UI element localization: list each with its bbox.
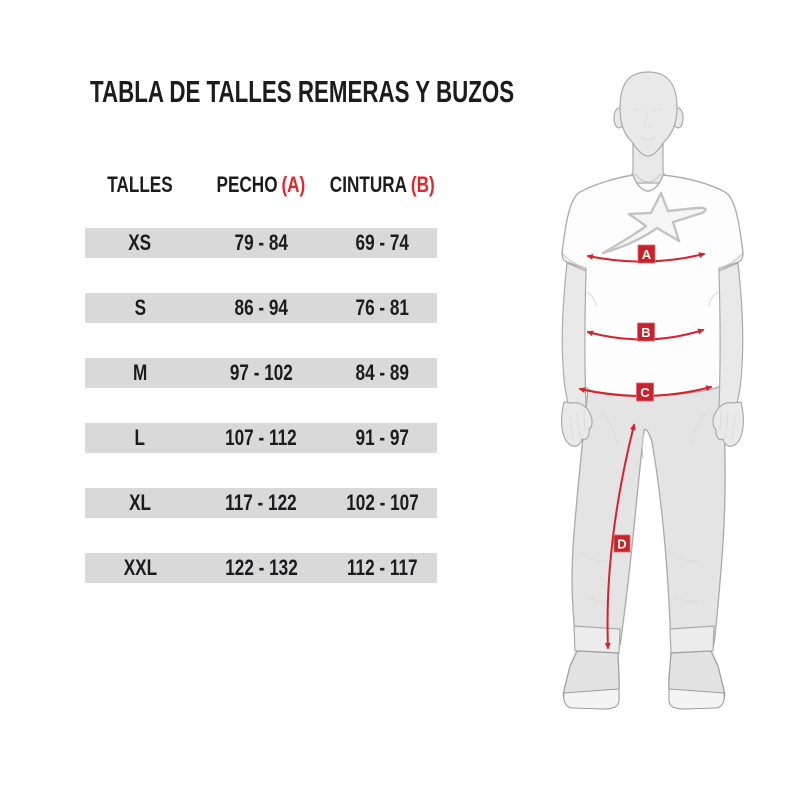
header-pecho-ref: (A) (281, 172, 306, 197)
table-row-xs: XS 79 - 84 69 - 74 (85, 228, 437, 258)
jeans-shape (571, 369, 726, 647)
figure-jeans (571, 369, 726, 647)
cell-pecho: 107 - 112 (225, 425, 297, 450)
left-fingers (569, 411, 586, 440)
cell-size: XS (128, 230, 152, 255)
table-row-l: L 107 - 112 91 - 97 (85, 423, 437, 453)
header-cintura-ref: (B) (410, 172, 435, 197)
measure-label-c-box (636, 382, 654, 402)
size-table: TALLES PECHO (A) CINTURA (B) XS 79 - 84 69… (85, 170, 437, 583)
left-sole (563, 688, 620, 710)
right-forearm (718, 262, 744, 413)
cell-cintura: 76 - 81 (355, 295, 409, 320)
brow-lines (633, 108, 663, 111)
measurement-overlay: A B C D (578, 244, 713, 650)
right-cuff (669, 625, 715, 654)
figure-tshirt (561, 173, 744, 397)
cell-size: S (134, 295, 146, 320)
cell-size: XL (129, 490, 151, 515)
nose-line (644, 111, 652, 127)
table-row-s: S 86 - 94 76 - 81 (85, 293, 437, 323)
sleeve-hems (562, 253, 743, 269)
cell-pecho: 86 - 94 (234, 295, 288, 320)
left-forearm (561, 262, 587, 413)
fly-seam (641, 433, 645, 459)
cell-cintura: 112 - 117 (346, 555, 418, 580)
right-sole (668, 688, 725, 710)
cell-pecho: 79 - 84 (234, 230, 288, 255)
figure-arms (561, 262, 744, 447)
table-row-xxl: XXL 122 - 132 112 - 117 (85, 553, 437, 583)
cell-size: XXL (123, 555, 157, 580)
head (619, 71, 678, 157)
page-title: TABLA DE TALLES REMERAS Y BUZOS (90, 74, 679, 110)
left-cuff (573, 625, 621, 654)
right-fingers (719, 411, 736, 440)
table-row-m: M 97 - 102 84 - 89 (85, 358, 437, 388)
table-header-row: TALLES PECHO (A) CINTURA (B) (85, 170, 437, 200)
cell-cintura: 102 - 107 (345, 490, 419, 515)
figure-boots (562, 650, 726, 710)
measure-label-d-box (613, 534, 631, 553)
measure-label-b: B (641, 325, 650, 340)
cell-pecho: 117 - 122 (225, 490, 297, 515)
cell-cintura: 69 - 74 (355, 230, 409, 255)
figure-head (613, 71, 684, 184)
alpinestars-logo-icon (601, 191, 707, 255)
table-row-xl: XL 117 - 122 102 - 107 (85, 488, 437, 518)
mouth-line (640, 137, 656, 141)
cell-cintura: 91 - 97 (355, 425, 409, 450)
collar-line (634, 173, 662, 183)
measure-label-c: C (640, 385, 650, 400)
header-cintura: CINTURA (B) (329, 172, 435, 197)
header-pecho: PECHO (A) (216, 172, 306, 197)
cell-pecho: 97 - 102 (229, 360, 293, 385)
measure-label-b-box (637, 322, 655, 342)
cell-size: L (134, 425, 146, 450)
cell-pecho: 122 - 132 (224, 555, 298, 580)
size-figure: A B C D (540, 50, 760, 730)
cell-cintura: 84 - 89 (355, 360, 409, 385)
measure-label-d: D (617, 537, 626, 552)
mannequin-illustration: A B C D (561, 71, 744, 710)
page-title-text: TABLA DE TALLES REMERAS Y BUZOS (90, 74, 515, 109)
cell-size: M (132, 360, 148, 385)
header-talles: TALLES (107, 172, 173, 197)
shirt-folds (586, 291, 719, 307)
measure-line-d (604, 423, 636, 650)
measure-label-a-box (637, 244, 656, 264)
measure-label-a: A (642, 247, 652, 262)
